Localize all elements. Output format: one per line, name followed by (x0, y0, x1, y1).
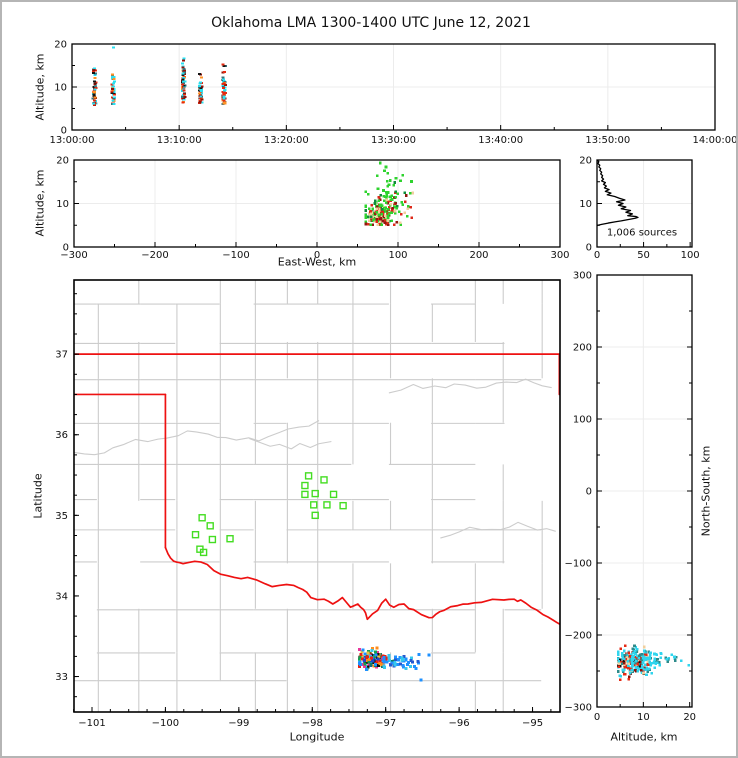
axis-label-longitude: Longitude (289, 730, 345, 744)
axis-label-altitude-top: Altitude, km (33, 53, 47, 121)
tick-label: 20 (54, 40, 67, 51)
lma-station-markers (191, 472, 347, 557)
tick-label: 10 (637, 712, 650, 723)
tick-labels: 13:00:00 13:10:00 13:20:00 13:30:00 13:40:00… (50, 40, 738, 730)
tick-label: 34 (55, 591, 68, 602)
tick-label: 200 (573, 343, 592, 354)
tick-label: −300 (60, 250, 87, 261)
time-height-points (91, 46, 228, 107)
axis-label-east-west: East-West, km (277, 255, 357, 269)
tick-label: −97 (375, 718, 396, 729)
tick-label: 0 (314, 250, 320, 261)
tick-label: −101 (78, 718, 105, 729)
tick-label: −200 (565, 631, 592, 642)
chart-title: Oklahoma LMA 1300-1400 UTC June 12, 2021 (211, 15, 531, 31)
county-lines (74, 280, 556, 712)
tick-label: 200 (469, 250, 488, 261)
tick-label: 0 (594, 250, 600, 261)
tick-label: 10 (579, 199, 592, 210)
tick-label: 20 (579, 156, 592, 167)
axis-label-altitude-ns: Altitude, km (610, 730, 678, 744)
tick-label: −100 (152, 718, 179, 729)
tick-label: −95 (522, 718, 543, 729)
source-count-annotation: 1,006 sources (606, 227, 678, 239)
tick-label: 0 (594, 712, 600, 723)
tick-label: 100 (681, 250, 700, 261)
gridlines (72, 44, 715, 707)
ns-height-points (617, 644, 691, 681)
ew-height-points (364, 161, 414, 227)
tick-label: −99 (228, 718, 249, 729)
tick-label: 0 (61, 126, 67, 137)
tick-label: 13:20:00 (264, 135, 309, 146)
tick-label: −100 (565, 559, 592, 570)
axis-label-latitude: Latitude (31, 473, 45, 519)
tick-label: 100 (573, 415, 592, 426)
tick-label: 50 (637, 250, 650, 261)
tick-label: 33 (55, 672, 68, 683)
tick-label: 10 (56, 199, 69, 210)
tick-label: 13:00:00 (50, 135, 95, 146)
axis-ticks (71, 43, 716, 712)
tick-label: 300 (550, 250, 569, 261)
tick-label: 13:40:00 (478, 135, 523, 146)
axis-label-altitude-ew: Altitude, km (33, 169, 47, 237)
tick-label: 20 (56, 156, 69, 167)
tick-label: −200 (141, 250, 168, 261)
tick-label: 13:30:00 (371, 135, 416, 146)
tick-label: 13:10:00 (157, 135, 202, 146)
tick-label: 0 (586, 487, 592, 498)
tick-label: 14:00:00 (693, 135, 738, 146)
state-border (74, 353, 560, 626)
tick-label: 10 (54, 83, 67, 94)
tick-label: 37 (55, 350, 68, 361)
altitude-histogram (597, 160, 639, 227)
tick-label: 300 (573, 271, 592, 282)
tick-label: 36 (55, 430, 68, 441)
tick-label: 0 (586, 243, 592, 254)
tick-label: 13:50:00 (585, 135, 630, 146)
axis-label-north-south: North-South, km (699, 445, 713, 537)
tick-label: −98 (302, 718, 323, 729)
tick-label: −100 (222, 250, 249, 261)
tick-label: 0 (63, 243, 69, 254)
tick-label: −96 (449, 718, 470, 729)
tick-label: 20 (683, 712, 696, 723)
tick-label: 35 (55, 511, 68, 522)
map-storm-points (357, 646, 431, 682)
tick-label: 100 (388, 250, 407, 261)
tick-label: −300 (565, 703, 592, 714)
